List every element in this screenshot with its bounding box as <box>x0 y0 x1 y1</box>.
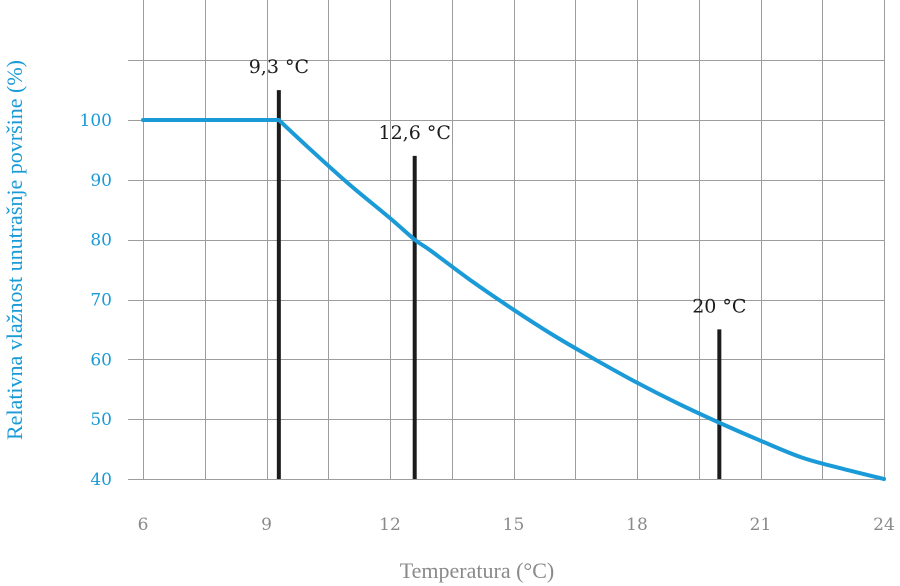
x-tick-label: 6 <box>138 515 149 535</box>
x-tick-label: 24 <box>873 515 895 535</box>
y-tick-label: 90 <box>90 171 112 191</box>
marker-lines <box>276 90 722 479</box>
x-axis-title: Temperatura (°C) <box>400 558 554 583</box>
x-tick-labels: 6 9 12 15 18 21 24 <box>138 515 895 535</box>
x-tick-label: 9 <box>261 515 272 535</box>
grid <box>128 0 885 480</box>
y-tick-label: 60 <box>90 350 112 370</box>
x-tick-label: 18 <box>626 515 648 535</box>
x-tick-label: 12 <box>379 515 401 535</box>
marker-label: 12,6 °C <box>379 122 451 144</box>
marker-label: 20 °C <box>692 295 746 317</box>
marker-labels: 9,3 °C 12,6 °C 20 °C <box>249 56 747 317</box>
y-tick-label: 80 <box>90 231 112 251</box>
y-tick-label: 40 <box>90 470 112 490</box>
marker-label: 9,3 °C <box>249 56 309 78</box>
y-tick-labels: 40 50 60 70 80 90 100 <box>80 111 112 490</box>
x-tick-label: 21 <box>750 515 772 535</box>
y-tick-label: 100 <box>80 111 112 131</box>
y-tick-label: 50 <box>90 410 112 430</box>
humidity-curve <box>141 118 886 481</box>
y-axis-title: Relativna vlažnost unutrašnje površine (… <box>2 60 27 440</box>
y-tick-label: 70 <box>90 291 112 311</box>
x-tick-label: 15 <box>503 515 525 535</box>
